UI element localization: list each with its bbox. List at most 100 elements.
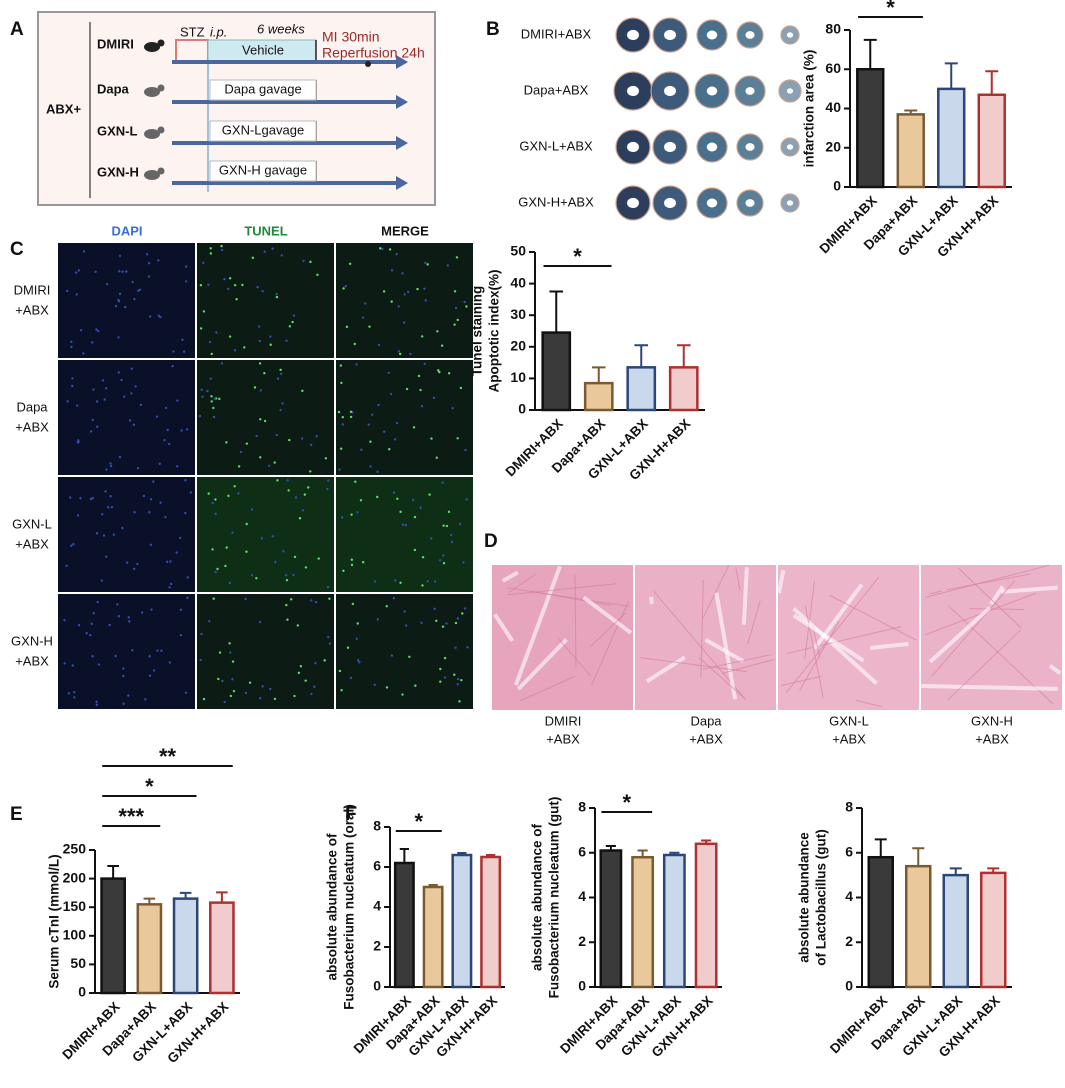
nucleus — [263, 371, 266, 375]
nucleus — [97, 329, 100, 333]
nucleus — [214, 570, 217, 574]
fiber — [931, 580, 1016, 677]
nucleus — [215, 331, 218, 334]
nucleus — [244, 691, 248, 695]
nucleus — [109, 464, 113, 468]
fiber — [957, 567, 1022, 629]
nucleus — [350, 563, 354, 567]
nucleus — [258, 620, 262, 624]
nucleus — [269, 343, 272, 346]
nucleus — [421, 335, 424, 338]
nucleus — [131, 648, 134, 652]
image-label: Dapa — [690, 713, 722, 728]
nucleus — [104, 490, 107, 493]
nucleus — [185, 428, 189, 431]
nucleus — [92, 388, 95, 391]
nucleus — [157, 259, 160, 262]
nucleus — [82, 250, 86, 253]
nucleus — [286, 618, 289, 621]
y-tick-label: 20 — [510, 338, 526, 354]
nucleus — [433, 607, 436, 611]
micrograph — [58, 360, 195, 475]
bar — [631, 855, 655, 989]
nucleus — [420, 621, 423, 625]
nucleus — [385, 686, 389, 689]
nucleus — [274, 560, 277, 564]
nucleus — [209, 377, 212, 380]
y-axis-label: Serum cTnI (mmol/L) — [47, 854, 62, 988]
nucleus — [251, 256, 255, 260]
nucleus — [79, 329, 83, 332]
nucleus — [164, 515, 167, 519]
nucleus — [114, 654, 117, 658]
slice-lumen — [664, 197, 676, 209]
error-bar — [486, 854, 496, 857]
nucleus — [445, 622, 448, 625]
bar — [662, 853, 686, 989]
bar — [980, 871, 1007, 989]
slice-lumen — [706, 142, 718, 152]
nucleus — [209, 252, 213, 255]
nucleus — [100, 579, 104, 582]
nucleus — [147, 262, 151, 265]
nucleus — [292, 573, 295, 577]
nucleus — [65, 564, 68, 568]
error-bar — [912, 847, 925, 867]
nucleus — [393, 438, 397, 441]
nucleus — [144, 698, 147, 701]
nucleus — [454, 646, 457, 649]
nucleus — [172, 350, 175, 353]
nucleus — [456, 617, 460, 620]
fiber — [921, 683, 1058, 691]
y-tick-label: 2 — [845, 933, 853, 949]
nucleus — [447, 372, 451, 375]
error-bar — [874, 838, 887, 858]
nucleus — [200, 388, 203, 391]
nucleus — [180, 429, 183, 432]
nucleus — [71, 664, 74, 667]
row-label: Dapa — [16, 399, 48, 414]
nucleus — [401, 523, 405, 526]
nucleus — [232, 689, 236, 693]
nucleus — [396, 497, 399, 500]
nucleus — [390, 300, 393, 303]
nucleus — [286, 479, 289, 482]
nucleus — [248, 681, 252, 684]
nucleus — [235, 298, 238, 301]
fiber — [702, 565, 730, 619]
fiber — [804, 605, 824, 698]
significance-label: * — [622, 790, 631, 815]
nucleus — [392, 597, 396, 600]
bar — [937, 87, 966, 189]
slice-lumen — [627, 29, 639, 41]
error-bar — [904, 109, 918, 115]
nucleus — [211, 548, 214, 551]
nucleus — [377, 343, 381, 347]
fiber — [925, 564, 1050, 598]
nucleus — [349, 415, 353, 419]
error-bar — [944, 62, 958, 89]
error-bar — [949, 867, 962, 876]
nucleus — [275, 433, 279, 437]
error-bar — [457, 852, 467, 855]
nucleus — [186, 596, 189, 600]
fiber — [590, 600, 629, 686]
nucleus — [184, 511, 187, 515]
nucleus — [181, 338, 184, 341]
nucleus — [462, 561, 465, 564]
nucleus — [443, 676, 447, 679]
nucleus — [228, 277, 232, 280]
nucleus — [412, 426, 416, 429]
nucleus — [132, 423, 136, 427]
y-tick-label: 4 — [845, 888, 853, 904]
row-label: DMIRI+ABX — [521, 26, 592, 41]
nucleus — [341, 423, 345, 426]
nucleus — [225, 441, 228, 444]
nucleus — [436, 369, 440, 372]
y-tick-label: 200 — [63, 869, 87, 885]
nucleus — [424, 299, 427, 302]
y-tick-label: 8 — [578, 799, 586, 815]
nucleus — [241, 283, 244, 287]
nucleus — [77, 623, 81, 627]
nucleus — [314, 600, 318, 604]
